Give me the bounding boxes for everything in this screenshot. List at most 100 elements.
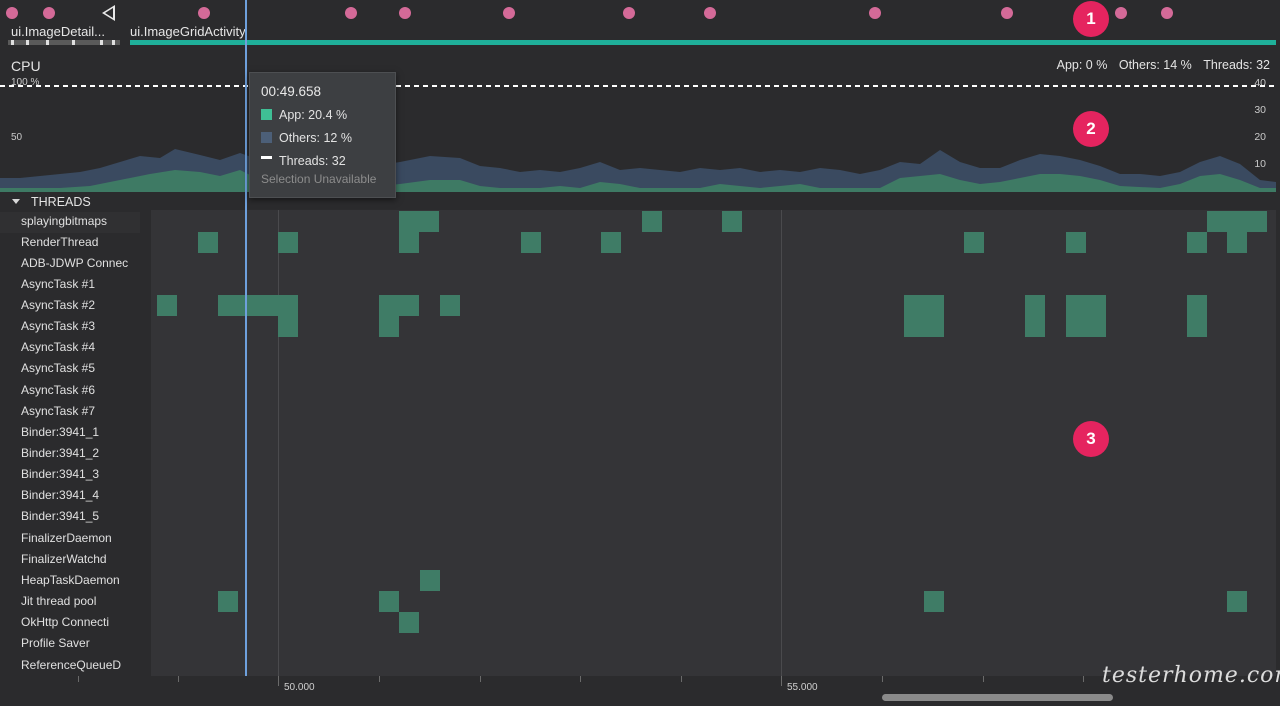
cpu-stats: App: 0 % Others: 14 % Threads: 32	[1049, 58, 1270, 72]
cpu-others-stat: Others: 14 %	[1118, 58, 1192, 72]
thread-activity-block[interactable]	[379, 295, 419, 316]
thread-activity-block[interactable]	[1207, 211, 1267, 232]
thread-name[interactable]: Binder:3941_1	[21, 425, 100, 439]
thread-name[interactable]: RenderThread	[21, 235, 99, 249]
time-tick	[681, 676, 682, 682]
collapse-triangle-icon[interactable]	[12, 199, 20, 204]
event-marker[interactable]	[399, 7, 411, 19]
thread-name[interactable]: OkHttp Connecti	[21, 615, 110, 629]
thread-name[interactable]: HeapTaskDaemon	[21, 573, 120, 587]
event-marker[interactable]	[345, 7, 357, 19]
thread-activity-block[interactable]	[1025, 295, 1045, 337]
event-marker[interactable]	[869, 7, 881, 19]
activity-bar-detail[interactable]	[8, 40, 120, 45]
thread-activity-block[interactable]	[601, 232, 621, 253]
threads-header[interactable]: THREADS	[0, 194, 1280, 210]
thread-name[interactable]: AsyncTask #2	[21, 298, 96, 312]
thread-name[interactable]: AsyncTask #3	[21, 319, 96, 333]
thread-activity-block[interactable]	[218, 591, 238, 612]
activity-label-detail[interactable]: ui.ImageDetail...	[11, 24, 105, 39]
thread-name[interactable]: FinalizerWatchd	[21, 552, 107, 566]
thread-name[interactable]: Jit thread pool	[21, 594, 97, 608]
thread-activity-block[interactable]	[1066, 232, 1086, 253]
tooltip-others: Others: 12 %	[279, 131, 352, 145]
event-marker[interactable]	[503, 7, 515, 19]
time-axis[interactable]: 50.000 55.000	[0, 676, 1280, 706]
thread-activity-block[interactable]	[924, 591, 944, 612]
time-tick	[983, 676, 984, 682]
thread-activity-block[interactable]	[399, 232, 419, 253]
thread-activity-block[interactable]	[278, 232, 298, 253]
callout-badge-2: 2	[1073, 111, 1109, 147]
thread-activity-block[interactable]	[722, 211, 742, 232]
thread-name[interactable]: ReferenceQueueD	[21, 658, 122, 672]
event-marker[interactable]	[6, 7, 18, 19]
thread-name[interactable]: Binder:3941_3	[21, 467, 100, 481]
thread-name[interactable]: AsyncTask #7	[21, 404, 96, 418]
time-tick	[1083, 676, 1084, 682]
thread-activity-block[interactable]	[642, 211, 662, 232]
threads-title: THREADS	[31, 195, 91, 209]
time-tick	[480, 676, 481, 682]
thread-activity-block[interactable]	[1227, 591, 1247, 612]
thread-activity-block[interactable]	[521, 232, 541, 253]
time-tick	[580, 676, 581, 682]
cpu-axis-50: 50	[11, 132, 23, 143]
activity-tick	[46, 40, 49, 45]
thread-activity-block[interactable]	[964, 232, 984, 253]
callout-badge-1: 1	[1073, 1, 1109, 37]
cpu-axis-100: 100 %	[11, 77, 40, 88]
activity-label-grid[interactable]: ui.ImageGridActivity	[130, 24, 246, 39]
time-tick	[781, 676, 782, 686]
thread-activity-block[interactable]	[440, 295, 460, 316]
thread-activity-block[interactable]	[157, 295, 177, 316]
event-marker[interactable]	[623, 7, 635, 19]
app-swatch-icon	[261, 109, 272, 120]
activity-bar-grid[interactable]	[130, 40, 1276, 45]
thread-name[interactable]: AsyncTask #6	[21, 383, 96, 397]
thread-activity-block[interactable]	[1227, 232, 1247, 253]
thread-activity-block[interactable]	[1187, 295, 1207, 337]
thread-row-highlight	[0, 212, 140, 233]
thread-name[interactable]: AsyncTask #1	[21, 277, 96, 291]
cpu-threads-stat: Threads: 32	[1203, 58, 1270, 72]
thread-name[interactable]: FinalizerDaemon	[21, 531, 112, 545]
events-track: ui.ImageDetail... ui.ImageGridActivity	[0, 0, 1280, 52]
thread-name[interactable]: AsyncTask #5	[21, 361, 96, 375]
event-marker[interactable]	[198, 7, 210, 19]
thread-activity-block[interactable]	[198, 232, 218, 253]
grid-line	[278, 210, 279, 688]
event-marker[interactable]	[1115, 7, 1127, 19]
thread-name[interactable]: ADB-JDWP Connec	[21, 256, 129, 270]
callout-badge-3: 3	[1073, 421, 1109, 457]
horizontal-scrollbar[interactable]	[882, 694, 1113, 701]
threads-axis-10: 10	[1254, 158, 1266, 170]
tooltip-app-row: App: 20.4 %	[261, 108, 347, 122]
event-marker[interactable]	[1001, 7, 1013, 19]
thread-activity-block[interactable]	[399, 211, 439, 232]
time-tick	[78, 676, 79, 682]
event-marker[interactable]	[704, 7, 716, 19]
activity-tick	[26, 40, 29, 45]
thread-activity-block[interactable]	[399, 612, 419, 633]
thread-activity-block[interactable]	[379, 316, 399, 337]
thread-activity-block[interactable]	[1187, 232, 1207, 253]
thread-name[interactable]: Binder:3941_5	[21, 509, 100, 523]
thread-name[interactable]: Binder:3941_4	[21, 488, 100, 502]
thread-name[interactable]: splayingbitmaps	[21, 214, 108, 228]
activity-tick	[11, 40, 14, 45]
thread-name[interactable]: Binder:3941_2	[21, 446, 100, 460]
thread-activity-block[interactable]	[904, 295, 944, 337]
time-label: 55.000	[787, 682, 818, 693]
thread-name[interactable]: AsyncTask #4	[21, 340, 96, 354]
thread-activity-block[interactable]	[278, 316, 298, 337]
thread-activity-block[interactable]	[420, 570, 440, 591]
event-marker[interactable]	[43, 7, 55, 19]
thread-activity-block[interactable]	[379, 591, 399, 612]
event-marker[interactable]	[1161, 7, 1173, 19]
thread-name[interactable]: Profile Saver	[21, 636, 90, 650]
cpu-title: CPU	[11, 58, 41, 74]
thread-activity-block[interactable]	[1066, 295, 1106, 337]
time-cursor-line[interactable]	[245, 0, 247, 676]
thread-activity-block[interactable]	[218, 295, 298, 316]
